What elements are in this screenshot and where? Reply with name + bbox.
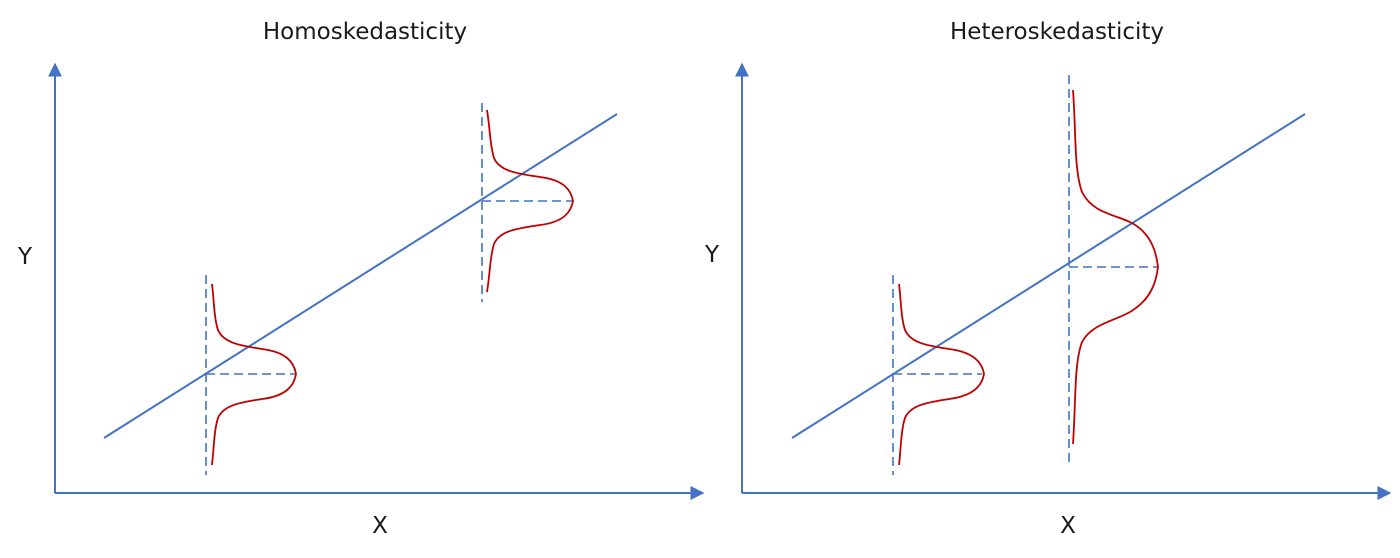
x-axis-label: X bbox=[372, 513, 388, 539]
panel-title: Heteroskedasticity bbox=[950, 19, 1164, 45]
x-axis-label: X bbox=[1060, 513, 1076, 539]
heteroskedasticity-panel: Heteroskedasticity Y X bbox=[704, 19, 1392, 539]
error-distribution-high bbox=[481, 103, 574, 302]
panel-title: Homoskedasticity bbox=[263, 19, 467, 45]
y-axis-label: Y bbox=[704, 242, 720, 268]
density-curve bbox=[486, 109, 574, 293]
y-axis-label: Y bbox=[17, 244, 33, 270]
regression-line bbox=[791, 113, 1306, 439]
regression-line bbox=[103, 113, 618, 439]
error-distribution-wide bbox=[1068, 75, 1159, 465]
homoskedasticity-panel: Homoskedasticity Y X bbox=[17, 19, 705, 539]
error-distribution-low bbox=[205, 275, 297, 475]
density-curve bbox=[898, 283, 985, 466]
error-distribution-narrow bbox=[892, 275, 985, 475]
density-curve bbox=[211, 283, 297, 466]
density-curve bbox=[1072, 89, 1159, 445]
